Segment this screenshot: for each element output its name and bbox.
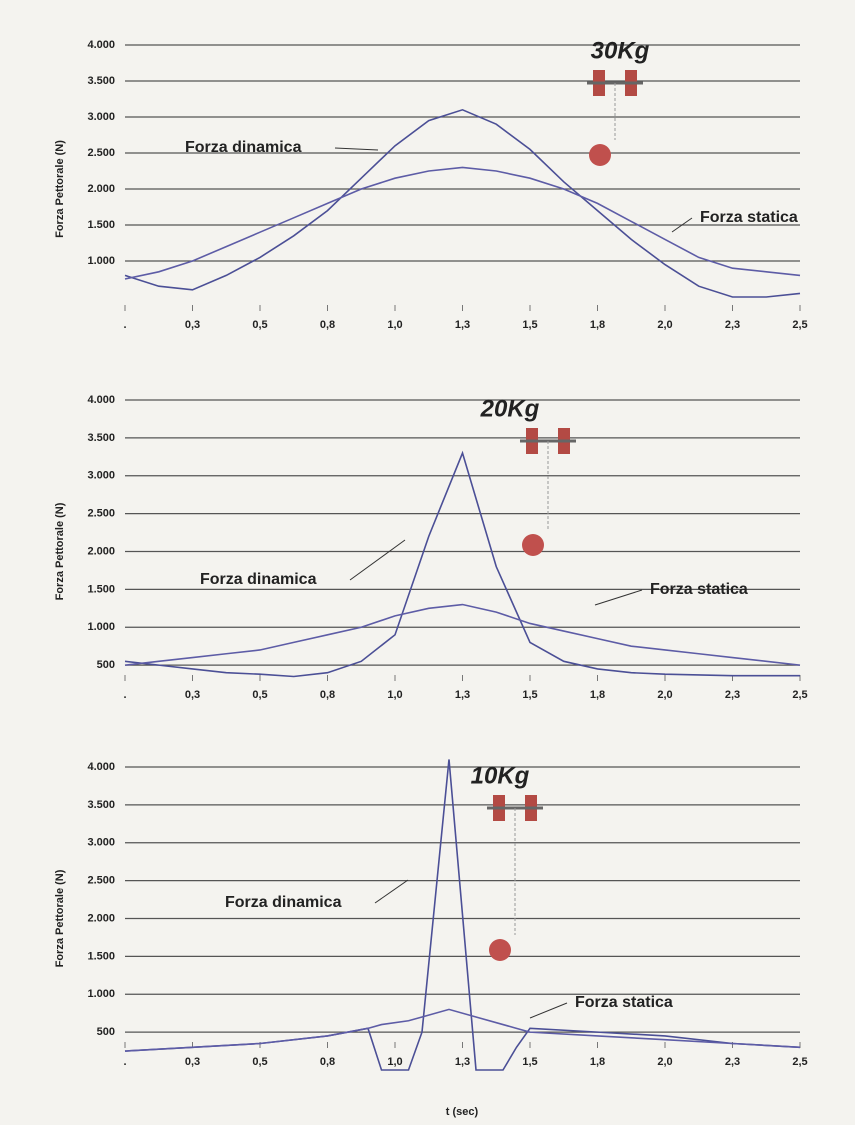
- y-tick-label: 4.000: [87, 39, 115, 51]
- x-tick-label: .: [123, 1056, 126, 1068]
- x-tick-label: 1,8: [590, 319, 605, 331]
- x-tick-label: 1,0: [387, 1056, 402, 1068]
- series-label: Forza statica: [575, 994, 673, 1011]
- x-tick-label: 0,3: [185, 319, 200, 331]
- data-line: [124, 166, 801, 280]
- y-tick-label: 3.500: [87, 799, 115, 811]
- chart: 500 1.000 1.500 2.000 2.500 3.000 3.500 4.000. 0…: [54, 394, 808, 701]
- y-tick-label: 1.000: [87, 988, 115, 1000]
- label-arrow: [594, 589, 643, 606]
- weight-label: 20Kg: [480, 395, 540, 422]
- label-arrow: [529, 1002, 568, 1019]
- icon-figure: [522, 534, 544, 556]
- x-tick-label: 1,3: [455, 689, 470, 701]
- y-tick-label: 3.500: [87, 75, 115, 87]
- label-arrow: [334, 147, 379, 151]
- x-tick-label: 1,3: [455, 319, 470, 331]
- chart: 1.000 1.500 2.000 2.500 3.000 3.500 4.000. 0,3 0…: [54, 37, 808, 331]
- y-tick-label: 4.000: [87, 394, 115, 406]
- y-tick-label: 1.500: [87, 219, 115, 231]
- y-axis-label: Forza Pettorale (N): [54, 140, 66, 238]
- x-tick-label: 2,5: [792, 1056, 807, 1068]
- x-tick-label: 2,3: [725, 1056, 740, 1068]
- x-axis-label: t (sec): [446, 1106, 479, 1118]
- label-arrow: [671, 217, 693, 233]
- y-tick-label: 500: [97, 659, 115, 671]
- x-tick-label: .: [123, 689, 126, 701]
- series-label: Forza dinamica: [185, 139, 302, 156]
- y-tick-label: 1.500: [87, 950, 115, 962]
- x-tick-label: 2,0: [657, 689, 672, 701]
- weight-label: 10Kg: [471, 762, 530, 789]
- x-tick-label: .: [123, 319, 126, 331]
- series-label: Forza dinamica: [225, 894, 342, 911]
- data-line: [124, 1008, 801, 1052]
- y-axis-label: Forza Pettorale (N): [54, 502, 66, 600]
- data-line: [124, 450, 800, 678]
- y-tick-label: 2.000: [87, 912, 115, 924]
- x-tick-label: 1,3: [455, 1056, 470, 1068]
- x-tick-label: 0,5: [252, 689, 267, 701]
- y-tick-label: 1.500: [87, 583, 115, 595]
- x-tick-label: 2,3: [725, 319, 740, 331]
- chart: 500 1.000 1.500 2.000 2.500 3.000 3.500 4.000. 0…: [54, 759, 808, 1118]
- series-label: Forza statica: [700, 209, 798, 226]
- y-tick-label: 4.000: [87, 761, 115, 773]
- x-tick-label: 1,0: [387, 319, 402, 331]
- y-tick-label: 3.500: [87, 432, 115, 444]
- y-tick-label: 3.000: [87, 837, 115, 849]
- series-label: Forza dinamica: [200, 571, 317, 588]
- x-tick-label: 0,3: [185, 689, 200, 701]
- x-tick-label: 0,5: [252, 319, 267, 331]
- x-tick-label: 2,0: [657, 1056, 672, 1068]
- data-line: [124, 759, 801, 1071]
- y-tick-label: 2.000: [87, 545, 115, 557]
- weight-label: 30Kg: [591, 37, 650, 64]
- x-tick-label: 1,0: [387, 689, 402, 701]
- icon-figure: [489, 939, 511, 961]
- y-tick-label: 2.500: [87, 147, 115, 159]
- y-axis-label: Forza Pettorale (N): [54, 869, 66, 967]
- y-tick-label: 1.000: [87, 621, 115, 633]
- x-tick-label: 1,5: [522, 689, 537, 701]
- y-tick-label: 2.500: [87, 508, 115, 520]
- x-tick-label: 0,8: [320, 689, 335, 701]
- data-line: [124, 603, 801, 666]
- series-label: Forza statica: [650, 581, 748, 598]
- x-tick-label: 2,5: [792, 689, 807, 701]
- x-tick-label: 1,5: [522, 1056, 537, 1068]
- x-tick-label: 2,0: [657, 319, 672, 331]
- y-tick-label: 2.000: [87, 183, 115, 195]
- data-line: [124, 108, 801, 298]
- x-tick-label: 2,3: [725, 689, 740, 701]
- y-tick-label: 3.000: [87, 470, 115, 482]
- y-tick-label: 1.000: [87, 255, 115, 267]
- x-tick-label: 1,8: [590, 1056, 605, 1068]
- label-arrow: [349, 539, 406, 581]
- y-tick-label: 3.000: [87, 111, 115, 123]
- x-tick-label: 2,5: [792, 319, 807, 331]
- x-tick-label: 0,5: [252, 1056, 267, 1068]
- x-tick-label: 1,5: [522, 319, 537, 331]
- x-tick-label: 0,8: [320, 1056, 335, 1068]
- x-tick-label: 0,3: [185, 1056, 200, 1068]
- x-tick-label: 1,8: [590, 689, 605, 701]
- label-arrow: [374, 879, 409, 904]
- y-tick-label: 500: [97, 1026, 115, 1038]
- x-tick-label: 0,8: [320, 319, 335, 331]
- y-tick-label: 2.500: [87, 875, 115, 887]
- icon-figure: [589, 144, 611, 166]
